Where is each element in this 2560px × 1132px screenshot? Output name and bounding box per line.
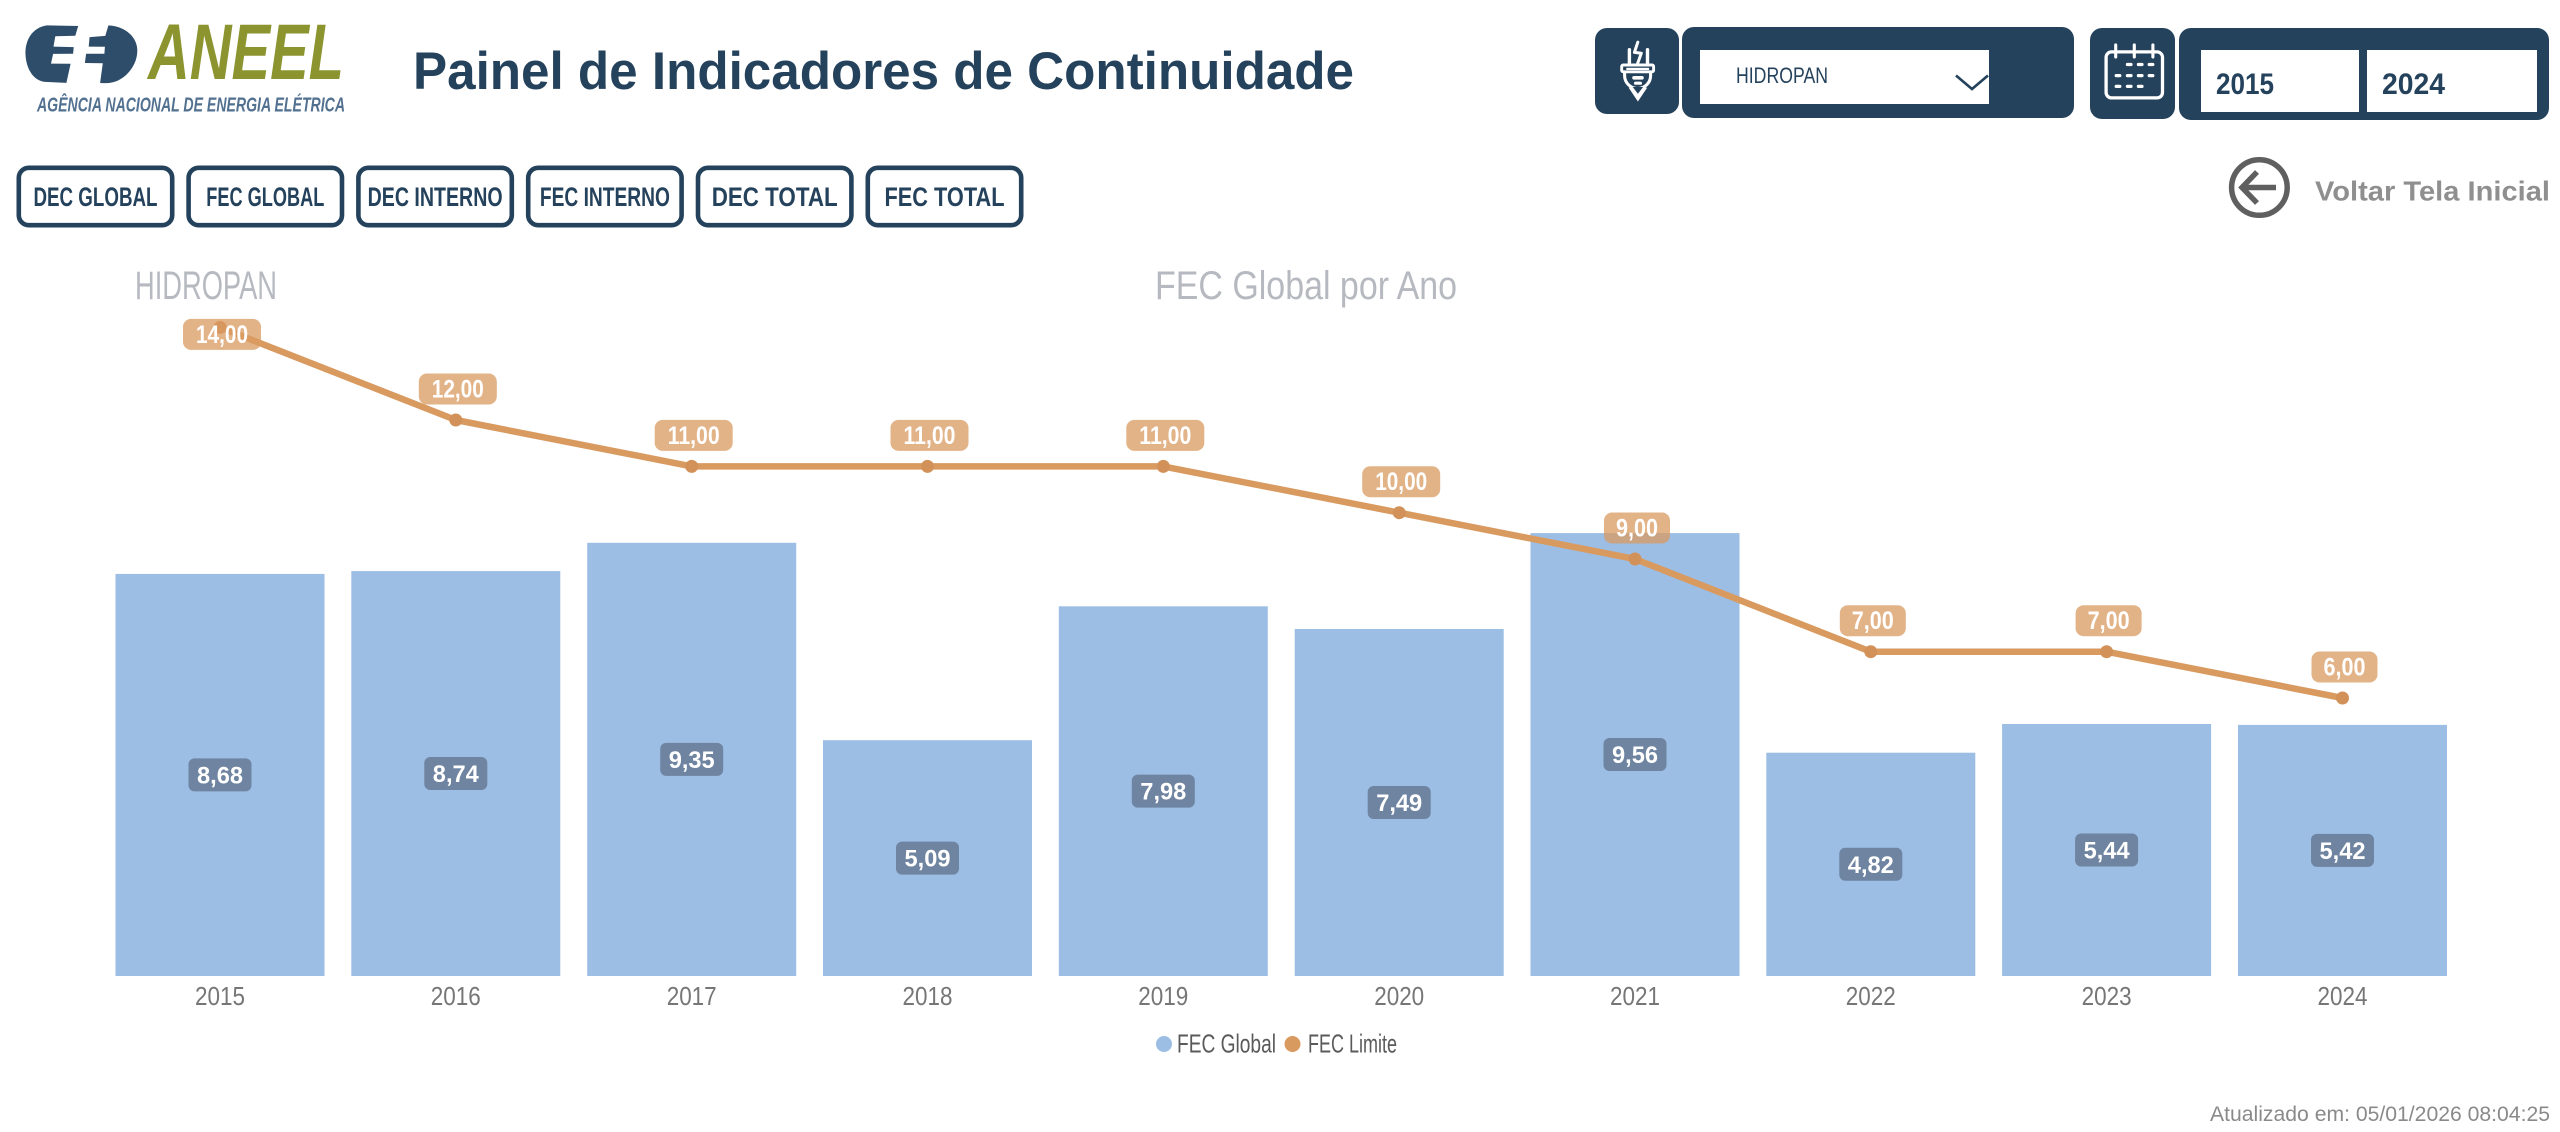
svg-text:2020: 2020 <box>1374 981 1424 1011</box>
svg-text:2022: 2022 <box>1846 981 1896 1011</box>
svg-text:5,09: 5,09 <box>905 846 951 873</box>
svg-text:5,44: 5,44 <box>2084 838 2131 865</box>
svg-text:11,00: 11,00 <box>1139 422 1191 450</box>
svg-text:7,00: 7,00 <box>2088 607 2130 635</box>
svg-text:2016: 2016 <box>431 981 481 1011</box>
svg-text:14,00: 14,00 <box>196 321 248 349</box>
svg-text:9,56: 9,56 <box>1612 742 1658 769</box>
svg-text:11,00: 11,00 <box>904 422 956 450</box>
svg-text:2015: 2015 <box>195 981 245 1011</box>
svg-text:2023: 2023 <box>2082 981 2132 1011</box>
svg-text:DEC TOTAL: DEC TOTAL <box>712 182 838 212</box>
svg-text:2017: 2017 <box>667 981 717 1011</box>
svg-text:2021: 2021 <box>1610 981 1660 1011</box>
svg-text:11,00: 11,00 <box>668 422 720 450</box>
svg-text:2024: 2024 <box>2318 981 2368 1011</box>
svg-text:7,49: 7,49 <box>1376 790 1422 817</box>
svg-text:FEC TOTAL: FEC TOTAL <box>885 182 1005 212</box>
svg-text:Atualizado em: 05/01/2026 08:: Atualizado em: 05/01/2026 08:04:25 <box>2210 1103 2550 1126</box>
svg-text:7,00: 7,00 <box>1852 607 1894 635</box>
svg-text:8,68: 8,68 <box>197 762 243 789</box>
svg-text:7,98: 7,98 <box>1140 779 1186 806</box>
svg-text:2015: 2015 <box>2216 68 2274 101</box>
svg-text:FEC INTERNO: FEC INTERNO <box>540 182 670 212</box>
svg-text:DEC INTERNO: DEC INTERNO <box>368 182 503 212</box>
svg-text:DEC GLOBAL: DEC GLOBAL <box>34 182 158 212</box>
svg-text:6,00: 6,00 <box>2324 654 2366 682</box>
svg-text:HIDROPAN: HIDROPAN <box>135 264 277 308</box>
svg-text:AGÊNCIA NACIONAL DE ENERGIA EL: AGÊNCIA NACIONAL DE ENERGIA ELÉTRICA <box>36 93 345 117</box>
svg-text:2018: 2018 <box>903 981 953 1011</box>
svg-text:5,42: 5,42 <box>2320 838 2366 865</box>
svg-text:FEC Global por Ano: FEC Global por Ano <box>1155 264 1457 308</box>
svg-text:9,35: 9,35 <box>669 747 715 774</box>
svg-text:4,82: 4,82 <box>1848 852 1894 879</box>
svg-text:9,00: 9,00 <box>1616 515 1658 543</box>
svg-text:12,00: 12,00 <box>432 376 484 404</box>
svg-text:HIDROPAN: HIDROPAN <box>1736 63 1828 88</box>
svg-text:8,74: 8,74 <box>433 761 480 788</box>
svg-text:10,00: 10,00 <box>1375 468 1427 496</box>
svg-text:Painel de Indicadores de Conti: Painel de Indicadores de Continuidade <box>413 42 1354 101</box>
svg-text:FEC Limite: FEC Limite <box>1308 1028 1397 1058</box>
svg-text:2019: 2019 <box>1138 981 1188 1011</box>
svg-text:FEC GLOBAL: FEC GLOBAL <box>206 182 324 212</box>
svg-text:ANEEL: ANEEL <box>147 7 344 96</box>
svg-text:2024: 2024 <box>2382 68 2445 101</box>
svg-text:Voltar Tela Inicial: Voltar Tela Inicial <box>2315 176 2550 207</box>
svg-text:FEC Global: FEC Global <box>1177 1028 1276 1058</box>
